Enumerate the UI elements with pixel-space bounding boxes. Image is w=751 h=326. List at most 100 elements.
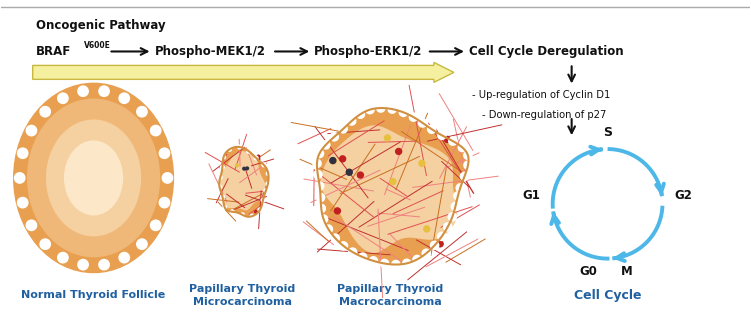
Circle shape [418, 119, 427, 127]
Circle shape [369, 257, 378, 265]
Circle shape [99, 86, 109, 96]
Circle shape [454, 192, 462, 200]
Text: Phospho-ERK1/2: Phospho-ERK1/2 [314, 45, 423, 58]
Circle shape [451, 202, 460, 211]
Circle shape [445, 136, 451, 142]
Text: S: S [603, 126, 612, 139]
Circle shape [464, 161, 472, 169]
Text: G1: G1 [523, 189, 541, 202]
Circle shape [137, 239, 147, 249]
Circle shape [17, 198, 28, 208]
Circle shape [150, 126, 161, 136]
Circle shape [456, 184, 464, 192]
Circle shape [40, 107, 50, 117]
Circle shape [264, 189, 268, 192]
Circle shape [321, 141, 330, 149]
Circle shape [261, 198, 265, 202]
Circle shape [159, 148, 170, 158]
Circle shape [240, 213, 244, 217]
Text: Phospho-MEK1/2: Phospho-MEK1/2 [155, 45, 265, 58]
Circle shape [162, 173, 173, 183]
Text: Cell Cycle Deregulation: Cell Cycle Deregulation [469, 45, 623, 58]
Circle shape [430, 241, 439, 249]
Circle shape [464, 151, 472, 159]
Circle shape [316, 193, 324, 201]
Circle shape [119, 252, 129, 263]
Circle shape [218, 185, 222, 189]
Circle shape [258, 208, 262, 212]
Circle shape [315, 149, 324, 158]
Circle shape [236, 164, 238, 167]
Circle shape [257, 158, 260, 160]
Text: Papillary Thyroid
Macrocarcinoma: Papillary Thyroid Macrocarcinoma [337, 284, 443, 307]
Circle shape [388, 105, 397, 113]
Circle shape [219, 175, 222, 179]
FancyArrow shape [33, 63, 454, 82]
Circle shape [26, 126, 37, 136]
Circle shape [458, 143, 466, 152]
Circle shape [255, 211, 258, 213]
Circle shape [246, 167, 249, 170]
Circle shape [460, 172, 469, 181]
Circle shape [255, 156, 258, 160]
Circle shape [444, 223, 452, 231]
Circle shape [221, 165, 225, 169]
Circle shape [315, 182, 324, 190]
Ellipse shape [14, 83, 173, 273]
Text: Papillary Thyroid
Microcarcinoma: Papillary Thyroid Microcarcinoma [189, 284, 295, 307]
Circle shape [319, 215, 327, 223]
Ellipse shape [47, 120, 140, 236]
Circle shape [257, 155, 260, 158]
Circle shape [448, 213, 457, 221]
Circle shape [437, 241, 443, 247]
Circle shape [231, 210, 234, 214]
Circle shape [356, 110, 364, 118]
Circle shape [346, 169, 352, 175]
Text: V600E: V600E [83, 41, 110, 50]
Text: Normal Thyroid Follicle: Normal Thyroid Follicle [22, 290, 166, 301]
Circle shape [438, 232, 446, 241]
Circle shape [159, 198, 170, 208]
Circle shape [150, 220, 161, 230]
Text: G0: G0 [580, 265, 597, 277]
Circle shape [334, 208, 340, 214]
Circle shape [419, 160, 425, 166]
Circle shape [324, 225, 333, 233]
Text: - Up-regulation of Cyclin D1: - Up-regulation of Cyclin D1 [472, 90, 611, 100]
Circle shape [14, 173, 25, 183]
Circle shape [409, 113, 418, 121]
Circle shape [381, 259, 389, 268]
Circle shape [348, 117, 356, 125]
Circle shape [438, 131, 446, 140]
Circle shape [78, 86, 89, 96]
Circle shape [58, 252, 68, 263]
Polygon shape [219, 151, 266, 210]
Circle shape [262, 163, 266, 167]
Circle shape [392, 260, 400, 269]
Text: M: M [621, 265, 632, 277]
Circle shape [266, 182, 270, 186]
Circle shape [366, 106, 374, 114]
Circle shape [339, 125, 347, 133]
Circle shape [424, 226, 430, 232]
Circle shape [331, 234, 339, 242]
Circle shape [330, 133, 339, 141]
Circle shape [237, 145, 241, 149]
Circle shape [390, 179, 396, 185]
Text: BRAF: BRAF [36, 45, 71, 58]
Text: G2: G2 [674, 189, 692, 202]
Circle shape [377, 104, 385, 112]
Circle shape [413, 255, 421, 264]
Circle shape [40, 239, 50, 249]
Circle shape [449, 137, 457, 145]
Circle shape [400, 108, 408, 116]
Circle shape [330, 157, 336, 164]
Polygon shape [219, 147, 269, 217]
Circle shape [222, 155, 225, 159]
Circle shape [17, 148, 28, 158]
Circle shape [99, 259, 109, 270]
Circle shape [385, 135, 391, 141]
Circle shape [78, 259, 89, 270]
Circle shape [427, 125, 436, 133]
Circle shape [58, 93, 68, 103]
